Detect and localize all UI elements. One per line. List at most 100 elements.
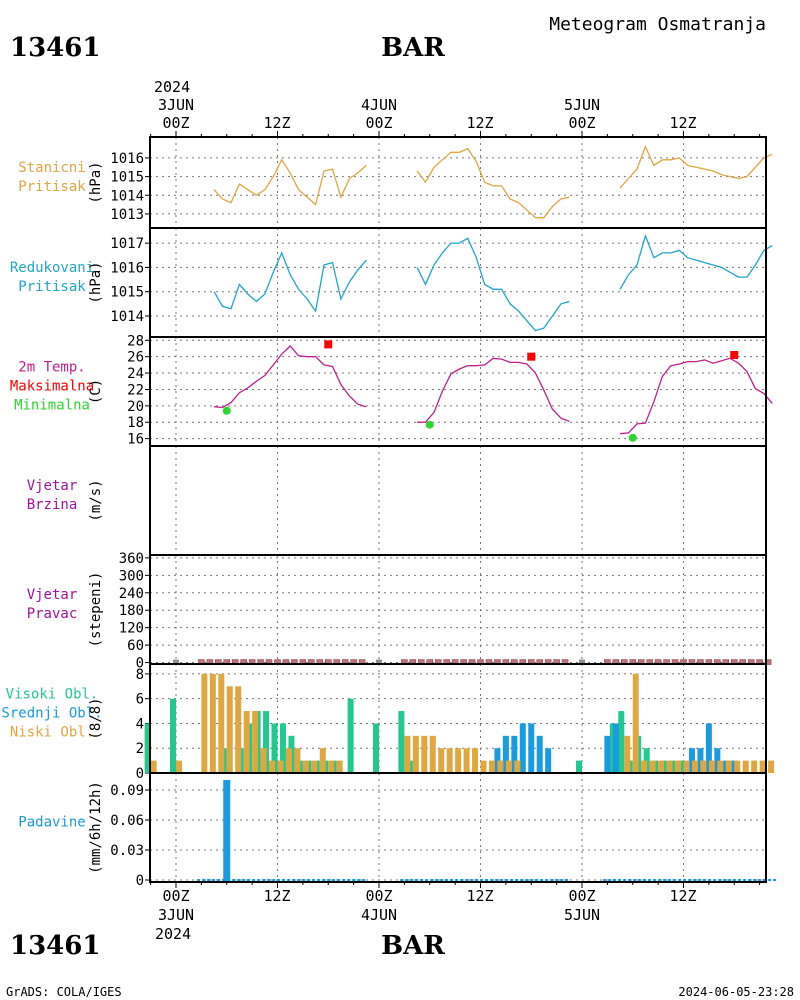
y-tick-label: 1014 [110, 309, 144, 325]
y-axis-label: (m/s) [88, 479, 104, 521]
y-tick-label: 300 [119, 568, 144, 584]
cloud-bar [218, 673, 225, 773]
cloud-bar [226, 686, 233, 773]
time-axis-ticks [150, 131, 761, 888]
cloud-bar [505, 760, 512, 773]
series-line [417, 357, 570, 423]
bottom-hour-label: 12Z [263, 887, 290, 905]
cloud-bar [336, 760, 343, 773]
cloud-bar [717, 760, 724, 773]
cloud-bar [604, 735, 611, 773]
cloud-bar [666, 760, 673, 773]
time-axis-top: 2024 3JUN 4JUN 5JUN 00Z 12Z 00Z 12Z 00Z … [154, 78, 697, 132]
y-axis-label: (hPa) [88, 161, 104, 203]
cloud-bar [271, 723, 278, 773]
missing-wind-marker [173, 659, 179, 665]
cloud-bar [575, 760, 582, 773]
y-tick-label: 6 [136, 692, 144, 708]
footer: 13461 BAR GrADS: COLA/IGES 2024-06-05-23… [6, 931, 794, 999]
bottom-day-label: 3JUN [158, 906, 194, 924]
cloud-bar [328, 760, 335, 773]
timestamp-text: 2024-06-05-23:28 [678, 985, 794, 999]
y-axis-label: (mm/6h/12h) [88, 781, 104, 874]
y-tick-label: 8 [136, 667, 144, 683]
series-line [213, 251, 367, 313]
cloud-bar [705, 723, 712, 773]
series-line [620, 357, 773, 435]
cloud-bar [372, 723, 379, 773]
y-tick-label: 1014 [110, 188, 144, 204]
bottom-day-label: 5JUN [564, 906, 600, 924]
cloud-bar [528, 723, 535, 773]
cloud-bar [691, 760, 698, 773]
cloud-bar [649, 760, 656, 773]
panel-label: Niski Obl. [10, 725, 94, 741]
max-temp-marker [527, 352, 536, 361]
series-line [619, 233, 773, 290]
cloud-bar [480, 760, 487, 773]
cloud-bar [742, 760, 749, 773]
cloud-bar [624, 735, 631, 773]
cloud-bar [514, 760, 521, 773]
cloud-bar [455, 748, 462, 773]
missing-wind-marker [375, 659, 382, 665]
panel-temperatura: 2m Temp. Maksimalna Minimalna(C) 1618202224… [10, 333, 773, 448]
cloud-bar [751, 760, 758, 773]
cloud-bar [472, 748, 479, 773]
cloud-bar [319, 748, 326, 773]
y-tick-label: 1015 [110, 285, 144, 301]
y-tick-label: 1017 [110, 236, 144, 252]
y-tick-label: 26 [127, 350, 144, 366]
cloud-bar [618, 711, 625, 773]
panel-label: Vjetar [27, 478, 78, 494]
precip-bar [223, 780, 231, 883]
cloud-bar [150, 760, 157, 773]
cloud-bar [759, 760, 766, 773]
cloud-bar [683, 760, 690, 773]
top-hour-label: 00Z [365, 114, 392, 132]
panel-label: Stanicni [18, 160, 85, 176]
top-hour-label: 12Z [263, 114, 290, 132]
series-line [214, 345, 367, 409]
bottom-hour-label: 00Z [162, 887, 189, 905]
footer-station-name: BAR [381, 931, 445, 961]
cloud-bar [536, 735, 543, 773]
bottom-hour-label: 00Z [365, 887, 392, 905]
panel-frame [149, 445, 767, 556]
top-hour-label: 12Z [669, 114, 696, 132]
panel-frame [149, 227, 767, 338]
min-temp-marker [628, 433, 637, 442]
bottom-hour-label: 00Z [568, 887, 595, 905]
cloud-bar [294, 748, 301, 773]
y-tick-label: 18 [127, 415, 144, 431]
panel-label: Pritisak [18, 279, 86, 295]
y-tick-label: 240 [119, 586, 144, 602]
series-line [213, 158, 367, 206]
credit-text: GrADS: COLA/IGES [6, 985, 122, 999]
panel-frame [149, 772, 767, 883]
y-tick-label: 2 [136, 741, 144, 757]
top-hour-label: 00Z [162, 114, 189, 132]
cloud-bar [429, 735, 436, 773]
cloud-bar [708, 760, 715, 773]
cloud-bar [176, 760, 182, 773]
cloud-bar [438, 748, 445, 773]
cloud-bar [209, 673, 216, 773]
cloud-bar [235, 686, 242, 773]
panel-vjetar-brzina: Vjetar Brzina (m/s) [27, 445, 767, 556]
min-temp-marker [425, 420, 434, 429]
cloud-bar [263, 711, 270, 773]
cloud-bar [277, 760, 284, 773]
cloud-bar [463, 748, 470, 773]
panel-label: 2m Temp. [18, 360, 85, 376]
y-axis-label: (hPa) [88, 261, 104, 303]
y-tick-label: 0 [136, 656, 144, 672]
top-hour-label: 12Z [466, 114, 493, 132]
cloud-bar [511, 735, 518, 773]
station-id: 13461 [10, 33, 100, 63]
y-tick-label: 16 [127, 432, 144, 448]
cloud-bar [398, 711, 405, 773]
